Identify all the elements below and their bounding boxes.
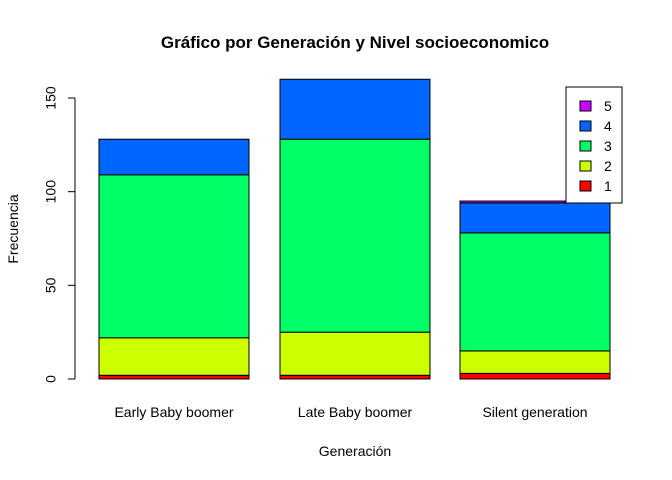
legend-swatch bbox=[579, 100, 592, 112]
bar-segment bbox=[459, 202, 611, 234]
legend-entry: 5 bbox=[604, 98, 612, 114]
legend-swatch bbox=[579, 180, 592, 192]
y-tick-label: 0 bbox=[43, 375, 59, 383]
bar-segment bbox=[98, 174, 250, 339]
bar-segment bbox=[279, 331, 431, 376]
x-tick-label: Silent generation bbox=[482, 404, 587, 420]
x-tick-label: Late Baby boomer bbox=[298, 404, 413, 420]
legend-box bbox=[565, 86, 623, 204]
legend-swatch bbox=[579, 160, 592, 172]
bar-segment bbox=[459, 350, 611, 374]
x-axis-label: Generación bbox=[319, 443, 391, 459]
y-axis: 0 50 100 150 bbox=[43, 86, 76, 383]
legend-entry: 1 bbox=[604, 178, 612, 194]
bar-segment bbox=[98, 337, 250, 376]
y-axis-label: Frecuencia bbox=[5, 194, 21, 263]
bar-segment bbox=[98, 138, 250, 176]
legend-entry: 3 bbox=[604, 138, 612, 154]
legend-swatch bbox=[579, 120, 592, 132]
x-tick-label: Early Baby boomer bbox=[114, 404, 233, 420]
legend-entry: 2 bbox=[604, 158, 612, 174]
bar-segment bbox=[279, 374, 431, 380]
bar-segment bbox=[459, 372, 611, 380]
legend-entry: 4 bbox=[604, 118, 612, 134]
legend: 5 4 3 2 1 bbox=[565, 86, 623, 204]
x-tick-labels: Early Baby boomer Late Baby boomer Silent … bbox=[114, 404, 587, 420]
chart-title: Gráfico por Generación y Nivel socioecon… bbox=[161, 33, 549, 52]
bar-segment bbox=[279, 78, 431, 140]
bar-segment bbox=[279, 138, 431, 333]
bar-segment bbox=[98, 374, 250, 380]
bars-group bbox=[98, 78, 611, 380]
y-tick-label: 100 bbox=[43, 180, 59, 204]
legend-swatch bbox=[579, 140, 592, 152]
bar-segment bbox=[459, 232, 611, 352]
y-tick-label: 150 bbox=[43, 86, 59, 110]
y-tick-label: 50 bbox=[43, 277, 59, 293]
